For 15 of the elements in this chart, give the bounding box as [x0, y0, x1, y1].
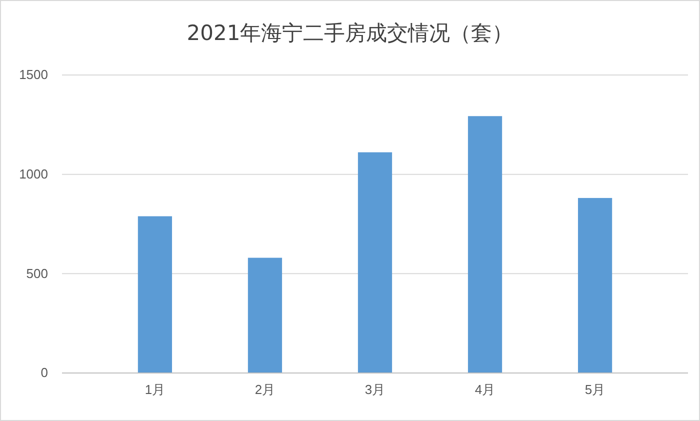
y-tick-label: 500: [26, 266, 48, 281]
bar: [578, 198, 612, 373]
x-tick-label: 5月: [584, 382, 606, 398]
x-tick-label: 3月: [364, 382, 386, 398]
x-tick-label: 4月: [474, 382, 496, 398]
y-tick-label: 1500: [19, 67, 48, 82]
x-tick-label: 1月: [144, 382, 166, 398]
x-tick-label: 2月: [254, 382, 276, 398]
bar: [468, 116, 502, 373]
bar: [358, 152, 392, 373]
bar: [138, 216, 172, 373]
y-tick-label: 1000: [19, 166, 48, 182]
y-tick-label: 0: [40, 365, 48, 380]
chart-title: 2021年海宁二手房成交情况（套）: [186, 21, 514, 45]
bar: [248, 258, 282, 373]
